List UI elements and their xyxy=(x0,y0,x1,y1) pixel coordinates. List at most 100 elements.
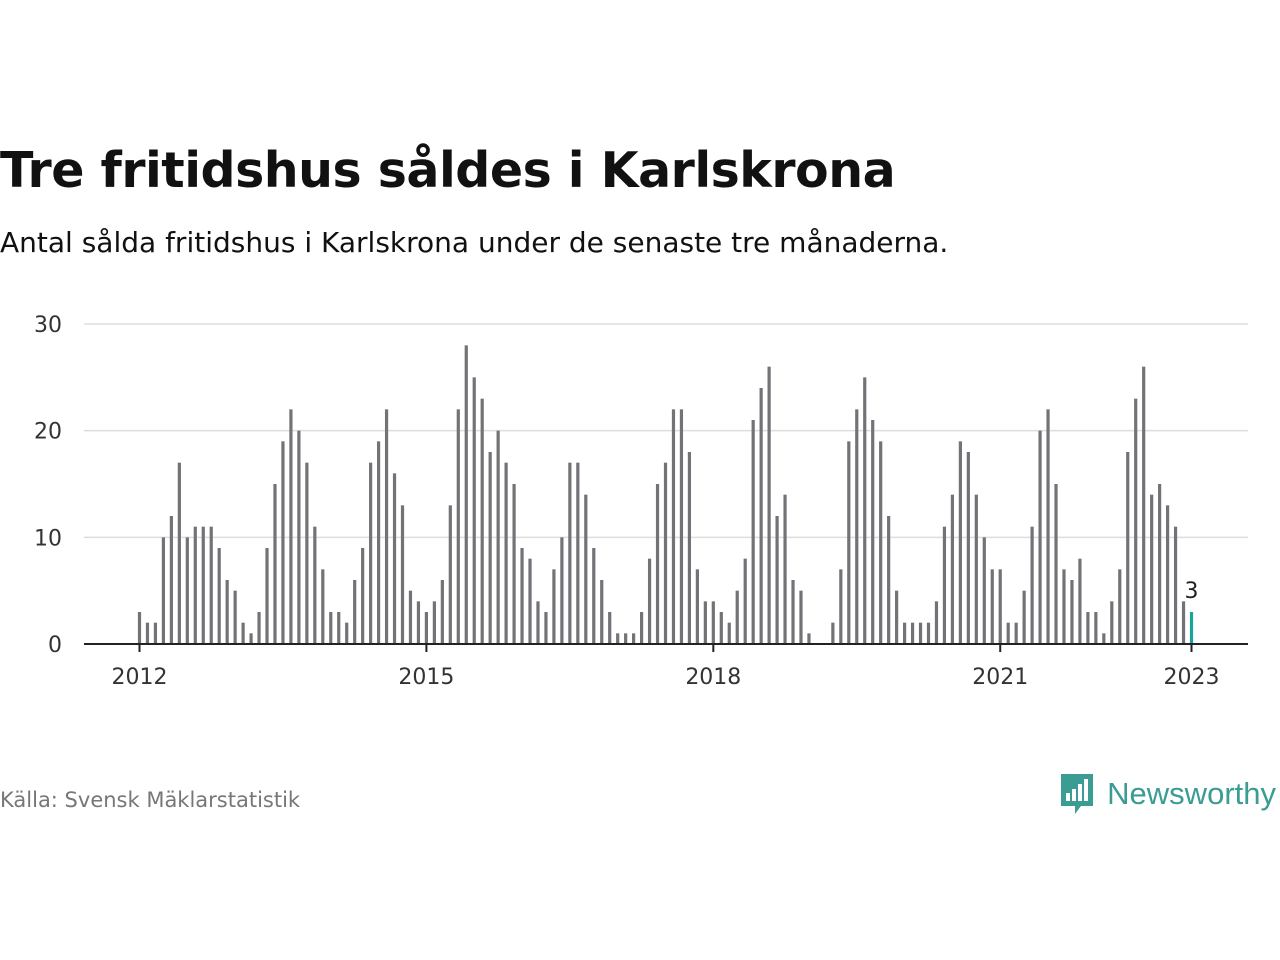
bar xyxy=(576,462,580,644)
last-value-label: 3 xyxy=(1185,579,1199,604)
bar xyxy=(1094,612,1098,644)
y-tick-label: 20 xyxy=(34,420,62,445)
bar xyxy=(671,409,676,644)
bar xyxy=(376,441,381,644)
bar xyxy=(273,484,277,644)
bar xyxy=(608,612,612,644)
bar xyxy=(456,409,460,644)
bar xyxy=(1118,569,1122,644)
bar xyxy=(624,633,628,644)
bar xyxy=(647,558,652,644)
bar xyxy=(695,569,699,644)
bar xyxy=(1070,580,1074,644)
bar xyxy=(408,590,413,644)
bar xyxy=(384,409,389,644)
y-tick-label: 0 xyxy=(48,633,62,658)
x-tick-label: 2018 xyxy=(685,665,741,690)
bar xyxy=(1046,409,1050,644)
bar xyxy=(934,601,939,644)
bar xyxy=(568,462,572,644)
bar xyxy=(488,452,492,644)
source-note: Källa: Svensk Mäklarstatistik xyxy=(0,788,301,812)
bar xyxy=(536,601,540,644)
bar xyxy=(687,452,692,644)
bar-latest xyxy=(1189,612,1194,644)
x-tick-label: 2015 xyxy=(398,665,454,690)
bar xyxy=(998,569,1002,644)
bar xyxy=(225,580,229,644)
bar xyxy=(711,601,715,644)
bar xyxy=(289,409,293,644)
bar xyxy=(1181,601,1186,644)
bar xyxy=(1165,505,1170,644)
bar xyxy=(751,420,755,644)
brand-name: Newsworthy xyxy=(1107,776,1276,811)
bar xyxy=(679,409,684,644)
bars xyxy=(137,345,1194,644)
y-tick-label: 30 xyxy=(34,313,62,338)
bar xyxy=(217,548,221,644)
bar xyxy=(910,622,915,644)
bar xyxy=(639,612,644,644)
bar xyxy=(241,622,245,644)
bar xyxy=(584,494,588,644)
bar xyxy=(592,548,596,644)
bar xyxy=(775,516,779,644)
bar xyxy=(552,569,556,644)
bar xyxy=(321,569,325,644)
axes: 0 10 20 30 2012 2015 2018 2021 2023 3 xyxy=(34,313,1248,690)
bar xyxy=(145,622,150,644)
bar xyxy=(831,622,835,644)
y-tick-label: 10 xyxy=(34,526,62,551)
bar xyxy=(767,366,771,644)
bar xyxy=(1142,366,1146,644)
bar xyxy=(966,452,970,644)
bar xyxy=(1054,484,1058,644)
bar xyxy=(512,484,516,644)
bar xyxy=(783,494,787,644)
bar xyxy=(416,601,421,644)
bar xyxy=(337,612,341,644)
bar xyxy=(847,441,851,644)
x-tick-label: 2023 xyxy=(1164,665,1220,690)
bar xyxy=(177,462,181,644)
bar xyxy=(1110,601,1114,644)
bar xyxy=(544,612,548,644)
bar xyxy=(193,526,197,644)
bar xyxy=(432,601,436,644)
bar xyxy=(1062,569,1066,644)
bar xyxy=(887,516,891,644)
bar xyxy=(1086,612,1090,644)
bar xyxy=(472,377,476,644)
bar xyxy=(353,580,357,644)
bar xyxy=(520,548,524,644)
x-tick-label: 2012 xyxy=(112,665,168,690)
bar xyxy=(655,484,660,644)
bar xyxy=(209,526,213,644)
bar xyxy=(448,505,452,644)
bar xyxy=(863,377,867,644)
bar xyxy=(958,441,962,644)
bar xyxy=(424,612,429,644)
bar xyxy=(528,558,532,644)
bar xyxy=(879,441,883,644)
bar xyxy=(855,409,859,644)
bar xyxy=(663,462,668,644)
bar xyxy=(201,526,205,644)
bar xyxy=(265,548,269,644)
bar xyxy=(719,612,723,644)
bar xyxy=(743,558,747,644)
bar xyxy=(1134,398,1138,644)
bar xyxy=(1030,526,1034,644)
bar xyxy=(807,633,811,644)
x-tick-label: 2021 xyxy=(972,665,1028,690)
bar xyxy=(616,633,620,644)
bar xyxy=(1158,484,1162,644)
bar xyxy=(369,462,373,644)
bar xyxy=(926,622,931,644)
bar xyxy=(791,580,795,644)
bar xyxy=(799,590,803,644)
bar xyxy=(982,537,986,644)
bar xyxy=(392,473,397,644)
bar xyxy=(496,430,500,644)
